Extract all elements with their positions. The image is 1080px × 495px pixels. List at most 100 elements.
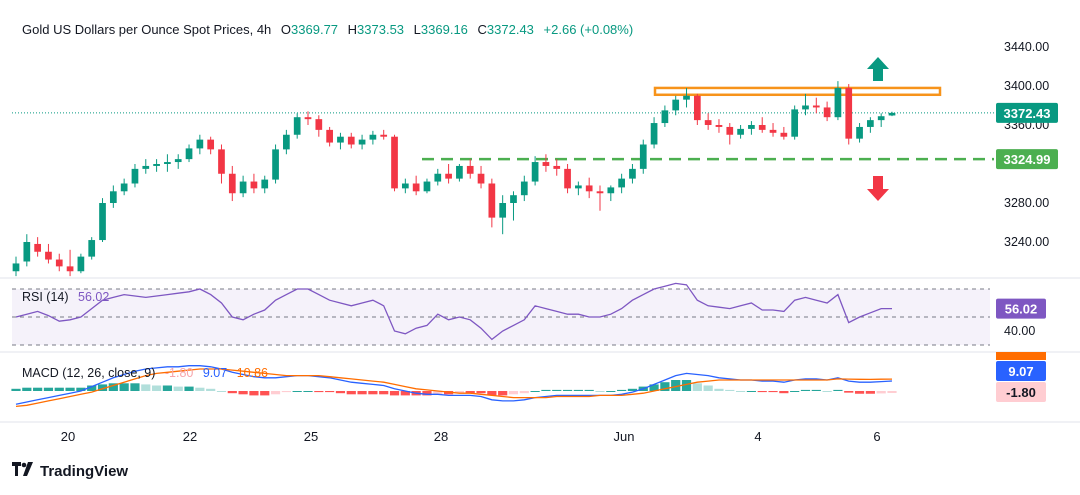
- macd-histogram-bar: [822, 391, 832, 392]
- macd-histogram-bar: [508, 391, 519, 395]
- candle-body: [812, 105, 820, 108]
- macd-histogram-bar: [487, 391, 497, 396]
- macd-histogram-bar: [76, 387, 86, 391]
- down-arrow-icon: [867, 176, 889, 201]
- candle-body: [564, 168, 571, 189]
- candle-body: [34, 243, 41, 252]
- macd-histogram-bar: [584, 389, 594, 391]
- macd-histogram-bar: [757, 391, 767, 393]
- macd-histogram-bar: [108, 383, 118, 391]
- macd-histogram-bar: [325, 391, 335, 393]
- macd-histogram-bar: [854, 391, 865, 394]
- candle-body: [77, 256, 85, 272]
- macd-histogram-bar: [725, 389, 735, 391]
- candle-body: [639, 144, 647, 169]
- candle-body: [531, 162, 539, 182]
- macd-histogram-bar: [800, 389, 811, 391]
- macd-histogram-bar: [43, 387, 54, 391]
- tradingview-brand[interactable]: TradingView: [12, 462, 128, 480]
- macd-histogram-bar: [151, 385, 162, 391]
- macd-histogram-bar: [400, 391, 410, 396]
- candle-body: [412, 183, 420, 192]
- candle-body: [585, 185, 593, 192]
- macd-histogram-bar: [530, 391, 540, 392]
- candle-body: [347, 136, 355, 145]
- candle-body: [153, 164, 160, 166]
- time-axis-tick: 28: [434, 429, 448, 444]
- macd-histogram-bar: [206, 388, 216, 391]
- macd-histogram-bar: [314, 391, 324, 393]
- macd-value-label-bg: [996, 361, 1046, 381]
- hist-value-label-bg: [996, 382, 1046, 402]
- rsi-value-label: 56.02: [1005, 302, 1038, 317]
- macd-histogram-bar: [865, 391, 875, 394]
- macd-name: MACD (12, 26, close, 9): [22, 366, 156, 380]
- candle-body: [12, 263, 20, 272]
- macd-histogram-bar: [844, 391, 854, 393]
- macd-histogram-bar: [703, 385, 713, 391]
- macd-histogram-bar: [119, 383, 129, 391]
- time-axis-tick: 6: [873, 429, 880, 444]
- macd-histogram-bar: [790, 391, 800, 392]
- candle-body: [499, 203, 507, 218]
- macd-histogram-bar: [519, 391, 529, 394]
- macd-histogram-bar: [422, 391, 432, 396]
- macd-histogram-bar: [238, 391, 248, 395]
- macd-histogram-bar: [660, 382, 670, 391]
- macd-histogram-bar: [573, 389, 583, 391]
- candle-body: [196, 139, 204, 149]
- candle-body: [704, 120, 712, 125]
- support-price-label-bg: [996, 149, 1058, 170]
- macd-histogram-bar: [97, 384, 108, 391]
- candle-body: [618, 178, 625, 188]
- candle-body: [737, 128, 744, 135]
- candle-body: [607, 187, 615, 194]
- macd-histogram-bar: [162, 385, 173, 391]
- candle-body: [726, 126, 734, 135]
- candle-body: [228, 173, 236, 194]
- rsi-name: RSI (14): [22, 290, 69, 304]
- candle-body: [401, 183, 409, 189]
- time-axis-tick: 20: [61, 429, 75, 444]
- candle-body: [542, 162, 550, 166]
- time-axis-tick: Jun: [614, 429, 635, 444]
- macd-histogram-bar: [346, 391, 356, 395]
- candle-body: [120, 183, 128, 192]
- low-label: L: [413, 22, 421, 37]
- rsi-axis-tick: 40.00: [1004, 324, 1035, 338]
- support-price-label: 3324.99: [1004, 152, 1051, 167]
- signal-line: [15, 368, 893, 408]
- low-value: 3369.16: [420, 22, 468, 37]
- candle-body: [758, 125, 766, 130]
- candle-body: [142, 165, 150, 169]
- macd-histogram-bar: [627, 388, 638, 391]
- macd-histogram-bar: [227, 391, 237, 394]
- candle-body: [466, 165, 474, 174]
- candle-body: [369, 134, 377, 140]
- macd-histogram-bar: [552, 389, 562, 391]
- macd-histogram-bar: [292, 391, 302, 392]
- candle-body: [304, 117, 312, 120]
- candle-body: [877, 116, 885, 121]
- macd-hist-value: -1.80: [164, 366, 194, 380]
- candle-body: [45, 251, 52, 260]
- macd-histogram-bar: [498, 391, 508, 396]
- open-label: O: [280, 22, 292, 37]
- macd-histogram-bar: [692, 383, 702, 391]
- macd-histogram-bar: [746, 391, 757, 392]
- candle-body: [672, 99, 680, 111]
- macd-histogram-bar: [87, 385, 97, 391]
- macd-histogram-bar: [476, 391, 486, 394]
- candle-body: [261, 179, 269, 189]
- candle-body: [823, 107, 831, 118]
- rsi-value: 56.02: [78, 290, 110, 304]
- price-axis-tick: 3440.00: [1004, 40, 1049, 54]
- macd-histogram-bar: [562, 389, 573, 391]
- rsi-line: [15, 282, 892, 341]
- macd-histogram-bar: [768, 391, 778, 393]
- resistance-zone: [653, 86, 942, 97]
- candle-body: [283, 134, 290, 150]
- candle-body: [650, 123, 658, 145]
- candle-body: [769, 129, 777, 133]
